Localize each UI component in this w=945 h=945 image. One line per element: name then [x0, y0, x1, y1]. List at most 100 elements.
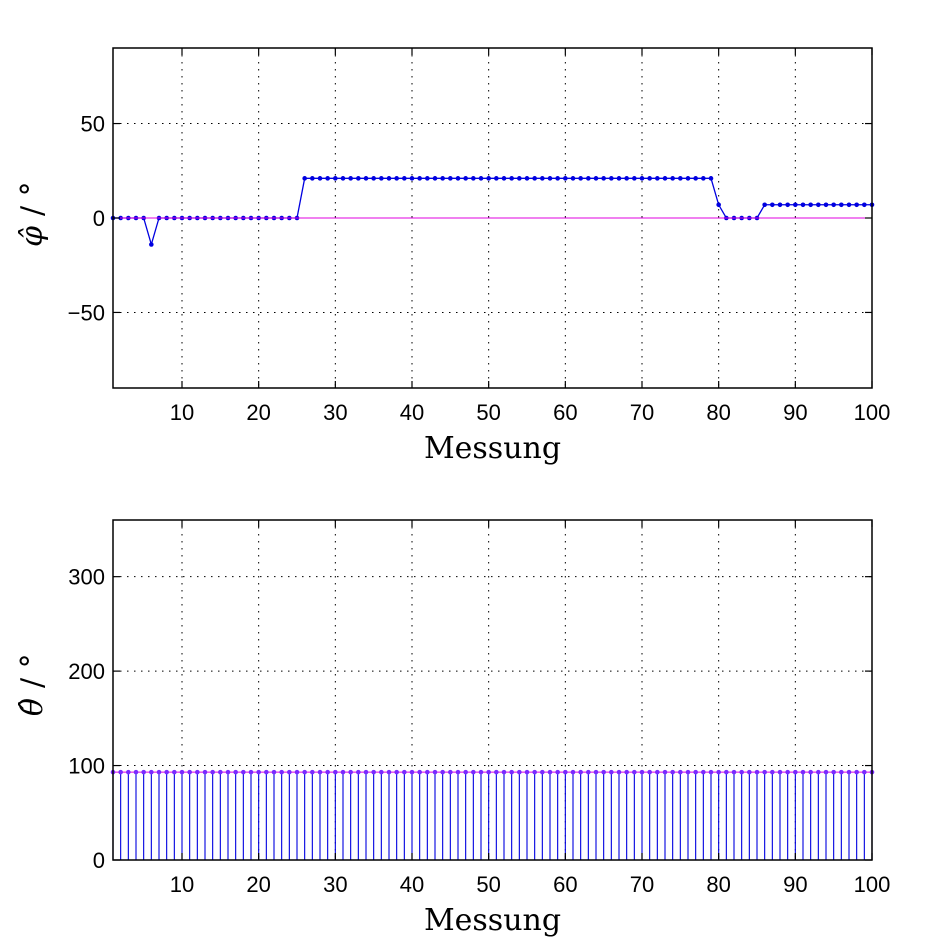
phi-data-point — [471, 176, 476, 181]
y-axis-symbol: θ̂ — [15, 698, 50, 716]
phi-data-point — [708, 176, 714, 181]
phi-data-point — [440, 176, 445, 181]
phi-data-point — [586, 176, 591, 181]
phi-data-point — [846, 202, 852, 208]
theta-stem-marker — [593, 769, 599, 775]
phi-data-point — [356, 176, 361, 181]
phi-data-point — [517, 176, 522, 181]
phi-data-point — [340, 176, 346, 181]
theta-stem-marker — [210, 769, 215, 775]
theta-stem-marker — [662, 769, 668, 775]
theta-stem-marker — [762, 769, 767, 775]
phi-data-point — [655, 176, 660, 181]
phi-data-point — [601, 176, 606, 181]
theta-stem-marker — [448, 769, 453, 775]
theta-stem-marker — [609, 769, 614, 775]
phi-data-point — [501, 176, 507, 181]
theta-stem-marker — [601, 769, 606, 775]
phi-data-point — [854, 202, 859, 208]
x-tick-label: 70 — [630, 872, 654, 897]
phi-data-point — [685, 176, 691, 181]
y-tick-label: 100 — [68, 754, 105, 779]
theta-stem-marker — [287, 769, 292, 775]
phi-data-point — [386, 176, 392, 181]
theta-stem-marker — [440, 769, 445, 775]
theta-stem-marker — [555, 769, 560, 775]
phi-data-point — [701, 176, 706, 181]
phi-data-point — [379, 176, 384, 181]
phi-data-point — [325, 176, 330, 181]
x-tick-label: 80 — [706, 872, 730, 897]
phi-data-point — [808, 202, 813, 208]
x-tick-label: 40 — [400, 400, 424, 425]
theta-stem-marker — [532, 769, 537, 775]
theta-stem-marker — [770, 769, 775, 775]
phi-data-point — [670, 176, 675, 181]
theta-stem-marker — [716, 769, 721, 775]
theta-stem-marker — [248, 769, 254, 775]
theta-stem-marker — [839, 769, 844, 775]
theta-stem-marker — [501, 769, 507, 775]
theta-stem-marker — [379, 769, 384, 775]
y-tick-label: 300 — [68, 565, 105, 590]
phi-data-point — [509, 176, 514, 181]
theta-stem-marker — [233, 769, 238, 775]
theta-stem-marker — [333, 769, 338, 775]
phi-data-point — [425, 176, 430, 181]
phi-data-point — [540, 176, 545, 181]
phi-data-point — [524, 176, 530, 181]
theta-stem-marker — [777, 769, 783, 775]
y-axis-unit: / ° — [15, 181, 50, 216]
theta-stem-marker — [386, 769, 392, 775]
theta-stem-marker — [425, 769, 430, 775]
phi-data-point — [555, 176, 560, 181]
x-tick-label: 90 — [783, 400, 807, 425]
theta-stem-marker — [693, 769, 698, 775]
theta-stem-marker — [455, 769, 461, 775]
theta-stem-marker — [149, 769, 154, 775]
phi-data-point — [455, 176, 461, 181]
phi-data-point — [716, 202, 721, 208]
phi-data-point — [417, 176, 422, 181]
theta-stem-marker — [563, 769, 568, 775]
phi-data-point — [409, 176, 415, 181]
theta-stem-marker — [340, 769, 346, 775]
theta-stem-marker — [578, 769, 583, 775]
phi-data-point — [149, 242, 154, 247]
phi-data-point — [486, 176, 491, 181]
theta-stem-marker — [808, 769, 813, 775]
theta-stem-marker — [639, 769, 645, 775]
phi-data-point — [639, 176, 645, 181]
theta-plot: 10 20 30 40 50 60 70 80 90 100 0 100 200 300 Messung θ̂… — [15, 519, 890, 938]
theta-stem-marker — [739, 769, 744, 775]
phi-data-point — [563, 176, 568, 181]
x-axis-label: Messung — [424, 431, 561, 466]
theta-stem-marker — [632, 769, 637, 775]
x-tick-label: 100 — [854, 400, 891, 425]
phi-data-point — [478, 176, 484, 181]
phi-data-point — [678, 176, 683, 181]
phi-data-point — [609, 176, 614, 181]
theta-stem-marker — [356, 769, 361, 775]
theta-stem-marker — [417, 769, 422, 775]
phi-data-point — [647, 176, 652, 181]
theta-stem-marker — [685, 769, 691, 775]
y-axis-label: θ̂ / ° — [15, 653, 50, 716]
phi-data-point — [616, 176, 622, 181]
theta-stem-marker — [517, 769, 522, 775]
theta-stem-marker — [179, 769, 185, 775]
x-tick-label: 60 — [553, 872, 577, 897]
theta-stem-marker — [647, 769, 652, 775]
phi-data-point — [693, 176, 698, 181]
y-tick-label: −50 — [68, 300, 105, 325]
theta-stem-marker — [547, 769, 553, 775]
theta-stem-marker — [823, 769, 829, 775]
theta-stem-marker — [478, 769, 484, 775]
theta-stem-marker — [133, 769, 139, 775]
theta-stem-marker — [294, 769, 300, 775]
x-tick-label: 60 — [553, 400, 577, 425]
theta-stem-marker — [409, 769, 415, 775]
theta-stem-marker — [141, 769, 146, 775]
phi-data-point — [402, 176, 407, 181]
theta-stem-marker — [678, 769, 683, 775]
